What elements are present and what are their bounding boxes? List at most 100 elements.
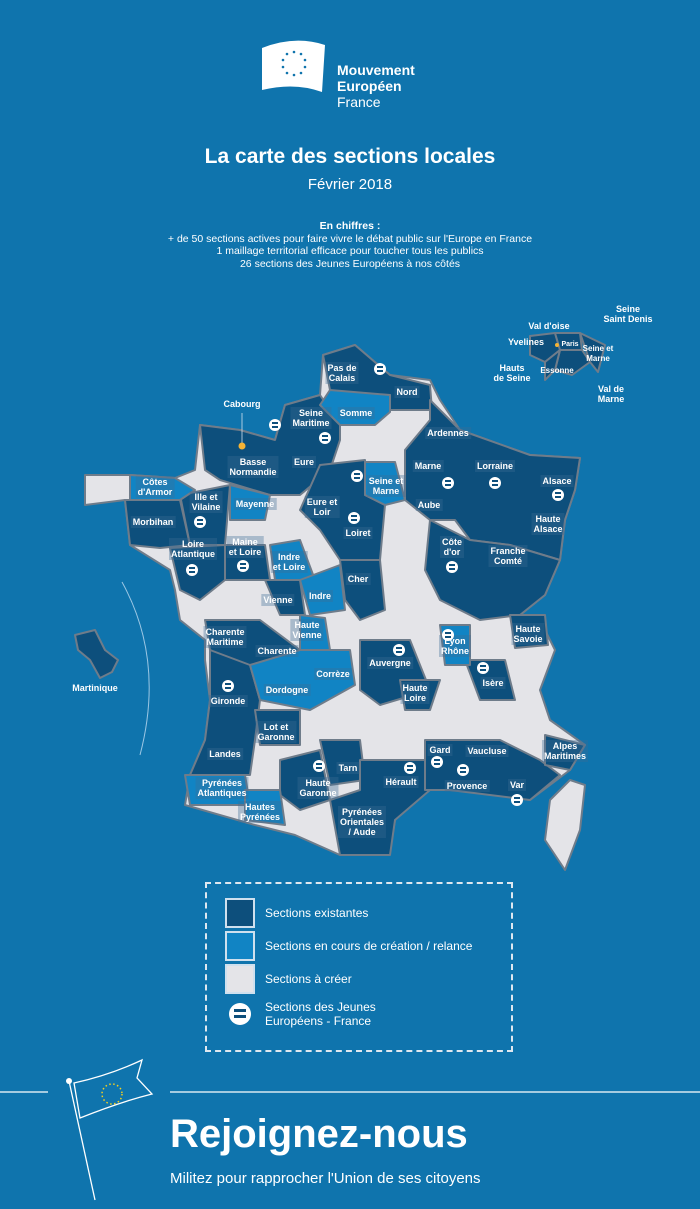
page-date: Février 2018 (307, 176, 393, 193)
martinique-island (74, 629, 119, 679)
section-label: Loiret (343, 527, 373, 539)
legend-label: Sections à créer (265, 972, 352, 986)
idf-label: Hauts de Seine (493, 363, 531, 383)
section-label: Mayenne (233, 498, 277, 510)
section-label: Pas de Calais (325, 362, 359, 384)
je-section-icon (374, 363, 386, 375)
section-label: Aube (415, 499, 443, 511)
section-label: Pyrénées Orientales / Aude (337, 806, 387, 838)
section-label: Gard (427, 744, 453, 756)
stats-line: + de 50 sections actives pour faire vivr… (167, 232, 533, 245)
legend-to-create: Sections à créer (225, 964, 352, 994)
org-name: Mouvement Européen France (337, 62, 415, 110)
section-label: Hérault (383, 776, 419, 788)
section-label: Indre (306, 590, 334, 602)
cta-heading: Rejoignez-nous (170, 1112, 468, 1156)
legend-swatch-in-progress (225, 931, 255, 961)
flag-pole (68, 1080, 96, 1201)
je-section-icon (186, 564, 198, 576)
footer-eu-flag (73, 1058, 154, 1119)
je-section-icon (489, 477, 501, 489)
legend: Sections existantes Sections en cours de… (205, 882, 513, 1052)
section-label: Loire Atlantique (169, 538, 217, 560)
je-section-icon (222, 680, 234, 692)
existing-regions (124, 344, 586, 856)
section-label: Isère (480, 677, 506, 689)
section-label: Eure et Loir (304, 496, 340, 518)
section-label: Alpes Maritimes (541, 740, 589, 762)
section-label: Alsace (540, 475, 574, 487)
section-label: Basse Normandie (227, 456, 279, 478)
je-section-icon (313, 760, 325, 772)
org-name-line1: Mouvement (337, 62, 415, 78)
je-section-icon (351, 470, 363, 482)
section-label: Somme (337, 407, 375, 419)
org-name-line3: France (337, 94, 381, 110)
je-section-icon (393, 644, 405, 656)
eu-stars (281, 50, 307, 77)
page-title: La carte des sections locales (204, 145, 496, 168)
section-label: Pyrénées Atlantiques (195, 777, 249, 799)
section-label: Côte d'or (440, 536, 464, 558)
section-label: Lot et Garonne (255, 721, 297, 743)
legend-swatch-existing (225, 898, 255, 928)
paris-marker (555, 343, 559, 347)
section-label: Dordogne (263, 684, 311, 696)
je-section-icon (404, 762, 416, 774)
legend-in-progress: Sections en cours de création / relance (225, 931, 472, 961)
section-label: Charente (255, 645, 299, 657)
section-label: Hautes Pyrénées (237, 801, 283, 823)
org-name-line2: Européen (337, 78, 402, 94)
section-label: Marne (412, 460, 444, 472)
je-section-icon (319, 432, 331, 444)
je-section-icon (237, 560, 249, 572)
je-section-icon (194, 516, 206, 528)
section-label: Provence (444, 780, 490, 792)
section-label: Landes (207, 748, 243, 760)
section-label: Seine et Marne (366, 475, 406, 497)
section-label: Nord (394, 386, 420, 398)
section-label: Haute Garonne (297, 777, 339, 799)
stats-block: En chiffres : + de 50 sections actives p… (0, 220, 700, 270)
section-label: Tarn (336, 762, 360, 774)
je-section-icon (431, 756, 443, 768)
city-label: Cabourg (223, 399, 261, 409)
je-section-icon (457, 764, 469, 776)
section-label: Seine Maritime (290, 407, 332, 429)
je-section-icon (348, 512, 360, 524)
section-label: Haute Savoie (511, 623, 545, 645)
legend-swatch-to-create (225, 964, 255, 994)
overseas-label: Martinique (72, 683, 118, 693)
je-section-icon (552, 489, 564, 501)
section-label: Franche Comté (488, 545, 528, 567)
cabourg-marker (238, 442, 246, 450)
eu-flag-logo (262, 40, 325, 92)
legend-label: Sections existantes (265, 906, 369, 920)
ile-de-france-inset (529, 332, 606, 381)
corsica (544, 779, 586, 871)
separator-arc (121, 581, 150, 756)
je-section-icon (446, 561, 458, 573)
section-label: Ardennes (425, 427, 471, 439)
section-label: Var (507, 779, 527, 791)
section-label: Morbihan (130, 516, 176, 528)
section-label: Côtes d'Armor (135, 476, 175, 498)
section-label: Eure (291, 456, 317, 468)
idf-label: Seine et Marne (582, 344, 614, 363)
idf-label: Seine Saint Denis (603, 304, 653, 324)
section-label: Charente Maritime (203, 626, 247, 648)
section-label: Haute Loire (400, 682, 430, 704)
section-label: Indre et Loire (270, 551, 308, 573)
legend-je: Sections des Jeunes Européens - France (225, 1000, 376, 1028)
je-logo-icon (229, 1003, 251, 1025)
section-label: Cher (345, 573, 371, 585)
idf-label: Yvelines (507, 337, 545, 347)
section-label: Maine et Loire (226, 536, 264, 558)
je-section-icon (511, 794, 523, 806)
je-section-icon (477, 662, 489, 674)
idf-label: Val d'oise (528, 321, 570, 331)
je-section-icon (269, 419, 281, 431)
legend-label: Sections en cours de création / relance (265, 939, 473, 953)
tagline: Militez pour rapprocher l'Union de ses c… (170, 1170, 481, 1187)
